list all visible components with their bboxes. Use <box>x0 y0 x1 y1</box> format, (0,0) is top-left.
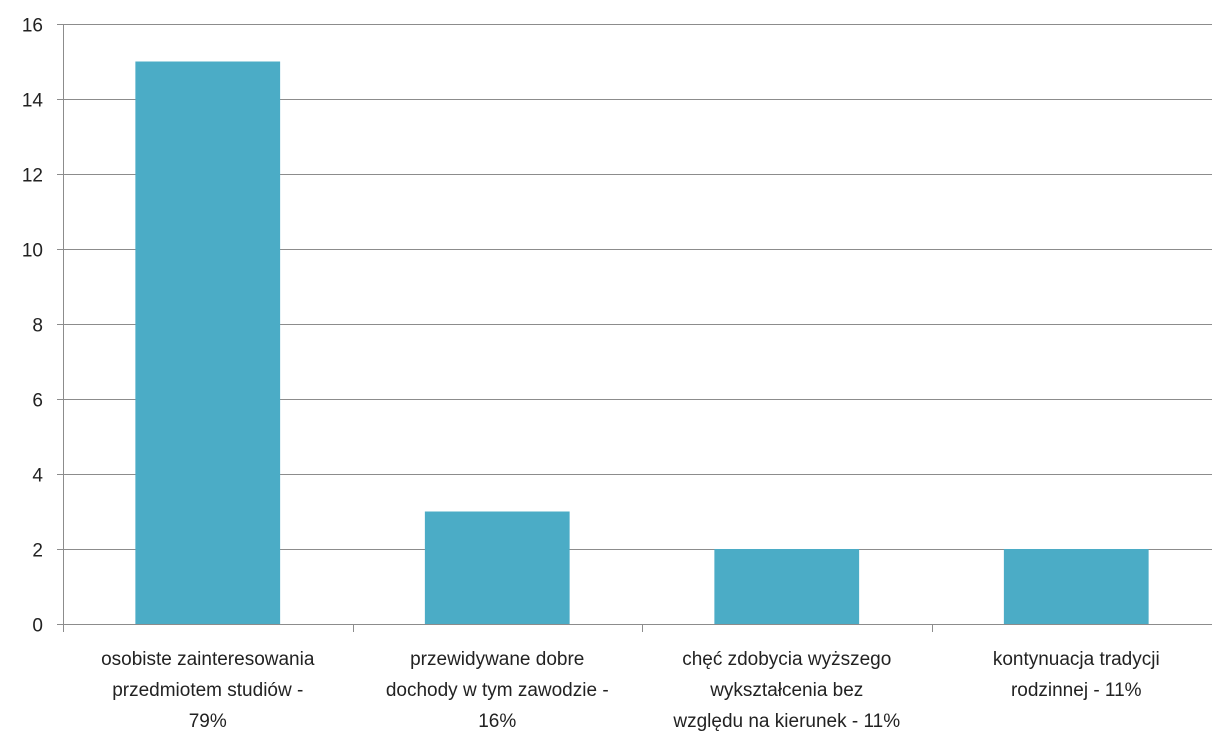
y-tick-label: 12 <box>22 166 43 187</box>
x-category-label-line: wykształcenia bez <box>709 680 863 701</box>
x-category-labels: osobiste zainteresowania przedmiotem stud… <box>101 649 1160 732</box>
y-tick-label: 4 <box>32 466 43 487</box>
x-category-label: osobiste zainteresowania przedmiotem stud… <box>101 649 315 732</box>
y-tick-label: 16 <box>22 16 43 37</box>
x-category-label: przewidywane dobre dochody w tym zawodzie… <box>386 649 609 732</box>
x-category-label-line: kontynuacja tradycji <box>993 649 1160 670</box>
x-category-label-line: rodzinnej - 11% <box>1011 680 1142 701</box>
y-tick-label: 6 <box>32 391 43 412</box>
bar-2 <box>424 511 570 624</box>
x-category-label-line: chęć zdobycia wyższego <box>682 649 891 670</box>
x-category-label-line: 79% <box>189 711 227 732</box>
y-tick-label: 2 <box>32 541 43 562</box>
y-tick-label: 10 <box>22 241 43 262</box>
bar-3 <box>714 549 860 624</box>
y-tick-labels: 0 2 4 6 8 10 12 14 16 <box>22 16 63 637</box>
x-category-label-line: przedmiotem studiów - <box>112 680 303 701</box>
bar-4 <box>1003 549 1149 624</box>
y-tick-label: 8 <box>32 316 43 337</box>
bar-1 <box>135 61 281 624</box>
x-category-label-line: dochody w tym zawodzie - <box>386 680 609 701</box>
y-tick-label: 14 <box>22 91 44 112</box>
x-category-label-line: 16% <box>478 711 516 732</box>
x-category-label-line: przewidywane dobre <box>410 649 584 670</box>
axes <box>63 24 1212 632</box>
x-category-label-line: względu na kierunek - 11% <box>672 711 900 732</box>
y-tick-label: 0 <box>32 616 43 637</box>
x-category-label-line: osobiste zainteresowania <box>101 649 315 670</box>
x-category-label: kontynuacja tradycji rodzinnej - 11% <box>993 649 1160 701</box>
bars <box>135 61 1149 624</box>
x-category-label: chęć zdobycia wyższego wykształcenia bez w… <box>672 649 900 732</box>
